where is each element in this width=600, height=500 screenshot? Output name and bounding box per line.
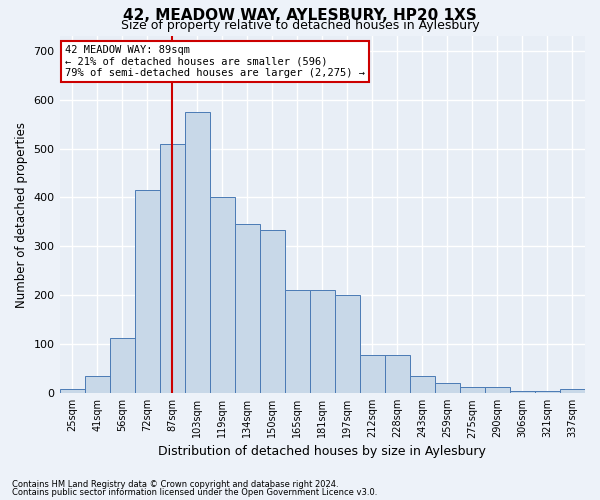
Bar [385,355,410,393]
Bar [235,224,260,393]
Text: 42 MEADOW WAY: 89sqm
← 21% of detached houses are smaller (596)
79% of semi-deta: 42 MEADOW WAY: 89sqm ← 21% of detached h… [65,45,365,78]
Bar [310,290,335,393]
Bar [435,384,460,393]
Bar [160,144,185,393]
Text: Contains HM Land Registry data © Crown copyright and database right 2024.: Contains HM Land Registry data © Crown c… [12,480,338,489]
Bar [59,390,85,393]
Bar [360,355,385,393]
X-axis label: Distribution of detached houses by size in Aylesbury: Distribution of detached houses by size … [158,444,486,458]
Bar [185,112,209,393]
Bar [110,338,134,393]
Bar [85,376,110,393]
Bar [535,390,560,393]
Text: Contains public sector information licensed under the Open Government Licence v3: Contains public sector information licen… [12,488,377,497]
Bar [485,388,510,393]
Bar [510,391,535,393]
Bar [285,290,310,393]
Bar [560,390,585,393]
Y-axis label: Number of detached properties: Number of detached properties [15,122,28,308]
Bar [260,230,285,393]
Bar [335,296,360,393]
Bar [460,388,485,393]
Bar [209,198,235,393]
Text: Size of property relative to detached houses in Aylesbury: Size of property relative to detached ho… [121,18,479,32]
Bar [134,190,160,393]
Text: 42, MEADOW WAY, AYLESBURY, HP20 1XS: 42, MEADOW WAY, AYLESBURY, HP20 1XS [123,8,477,22]
Bar [410,376,435,393]
